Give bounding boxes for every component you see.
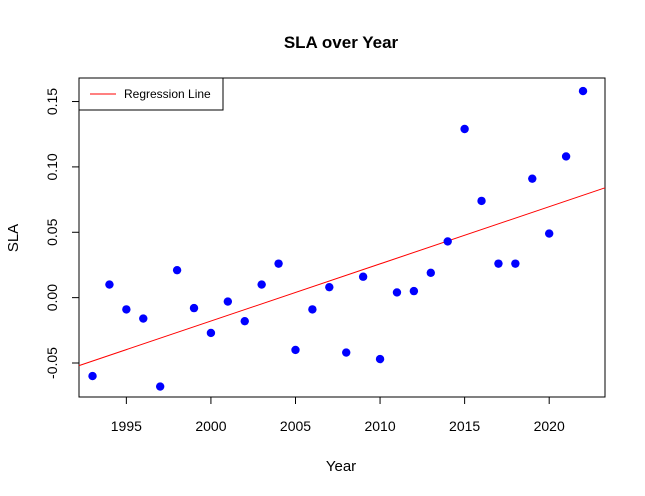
data-point — [426, 268, 435, 277]
data-point — [122, 305, 131, 314]
x-tick-label: 2015 — [449, 418, 480, 434]
data-point — [139, 314, 148, 323]
x-tick-label: 2005 — [280, 418, 311, 434]
data-point — [240, 316, 249, 326]
data-point — [561, 152, 571, 161]
x-axis-label: Year — [326, 458, 356, 475]
chart-title: SLA over Year — [284, 33, 399, 52]
data-point — [528, 174, 537, 183]
y-tick-label: 0.00 — [44, 284, 60, 311]
x-tick-label: 2020 — [534, 418, 565, 434]
legend-entry-label: Regression Line — [124, 87, 211, 101]
y-tick-label: 0.05 — [44, 218, 60, 245]
y-tick-label: 0.10 — [44, 153, 60, 180]
data-point — [308, 305, 317, 314]
plot-border — [78, 77, 606, 398]
y-axis: -0.05 0.00 0.05 0.10 0.15 — [44, 88, 80, 379]
x-tick-label: 2010 — [364, 418, 395, 434]
data-point — [325, 282, 334, 292]
data-point — [189, 303, 199, 313]
data-point — [223, 297, 233, 306]
data-point — [155, 382, 165, 391]
data-point — [358, 272, 368, 281]
data-point — [544, 229, 554, 238]
data-point — [105, 280, 114, 289]
data-point — [494, 259, 503, 268]
data-point — [409, 286, 419, 296]
data-point — [392, 288, 402, 297]
data-point — [460, 124, 469, 134]
x-tick-label: 1995 — [111, 418, 142, 434]
data-point — [291, 345, 300, 355]
data-point — [375, 354, 385, 364]
plot-area — [78, 77, 606, 398]
regression-line-group — [78, 187, 606, 367]
regression-line — [78, 187, 606, 367]
data-point — [443, 237, 452, 246]
data-point — [206, 328, 216, 338]
x-axis: 1995 2000 2005 2010 2015 2020 — [111, 396, 565, 434]
data-point — [88, 371, 97, 381]
data-point — [578, 86, 588, 96]
data-point — [172, 265, 182, 275]
y-tick-label: 0.15 — [44, 88, 60, 115]
x-tick-label: 2000 — [195, 418, 226, 434]
y-axis-label: SLA — [5, 224, 22, 252]
data-point — [477, 196, 486, 206]
data-point — [274, 259, 283, 268]
data-point — [342, 348, 351, 357]
y-tick-label: -0.05 — [44, 347, 60, 379]
data-point — [257, 280, 266, 289]
data-point — [511, 259, 520, 268]
legend: Regression Line — [78, 77, 224, 111]
data-points — [88, 86, 588, 391]
